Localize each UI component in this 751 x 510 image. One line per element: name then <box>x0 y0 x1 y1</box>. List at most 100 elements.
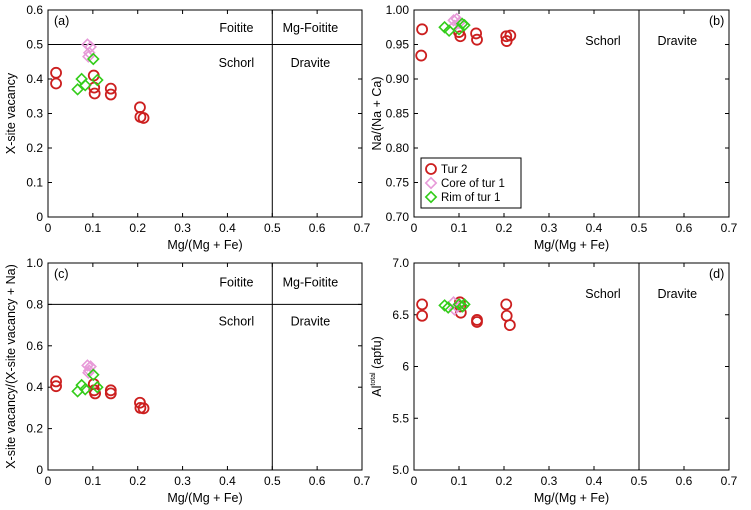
y-tick-label: 0.85 <box>386 107 410 121</box>
x-tick-label: 0.5 <box>631 474 648 488</box>
series-rim-of-tur-1 <box>71 368 104 398</box>
region-label-schorl: Schorl <box>219 56 254 70</box>
data-point <box>416 309 429 322</box>
x-tick-label: 0.6 <box>676 474 693 488</box>
data-point <box>441 301 455 314</box>
y-tick-label: 1.0 <box>26 256 43 270</box>
data-point <box>81 359 94 372</box>
panel-label: (d) <box>709 267 724 281</box>
data-point <box>415 49 428 62</box>
y-tick-label: 0.5 <box>26 38 43 52</box>
x-tick-label: 0.2 <box>129 474 146 488</box>
data-point <box>78 382 92 396</box>
data-point <box>50 77 62 90</box>
series-rim-of-tur-1 <box>438 17 471 38</box>
x-tick-label: 0.3 <box>541 474 558 488</box>
data-point <box>137 402 150 415</box>
y-tick-label: 0.4 <box>26 72 43 86</box>
data-point <box>137 112 150 124</box>
x-tick-label: 0.7 <box>721 221 738 235</box>
x-tick-label: 0.5 <box>264 221 281 235</box>
panel-b: 0 0.1 0.2 0.3 0.4 0.5 0.6 0.7 0.70 0.75 0.80 0.85 0.… <box>370 3 738 252</box>
legend-marker <box>425 163 437 175</box>
legend-marker <box>424 176 438 190</box>
region-label-dravite: Dravite <box>291 56 331 70</box>
data-point <box>91 73 104 87</box>
y-tick-label: 0.4 <box>26 380 43 394</box>
y-tick-label: 0.80 <box>386 141 410 155</box>
panel-c: 0 0.1 0.2 0.3 0.4 0.5 0.6 0.7 0 0.2 0.4 0.6 0.8 1.0 Fo… <box>4 256 371 505</box>
data-point <box>447 14 460 27</box>
x-tick-label: 0.2 <box>496 221 513 235</box>
legend-marker <box>424 190 438 204</box>
y-tick-label: 0.70 <box>386 210 410 224</box>
x-axis-title: Mg/(Mg + Fe) <box>167 238 242 252</box>
panel-label: (a) <box>54 14 69 28</box>
x-tick-label: 0.3 <box>174 474 191 488</box>
y-tick-label: 0.3 <box>26 107 43 121</box>
y-axis-title: Altotal (apfu) <box>370 336 384 397</box>
data-point <box>71 83 84 96</box>
data-point <box>50 66 62 79</box>
y-axis-title-rest: (apfu) <box>370 336 384 372</box>
y-tick-label: 5.0 <box>392 463 409 477</box>
data-point <box>50 380 62 393</box>
x-tick-label: 0.7 <box>354 221 371 235</box>
y-axis-title: X-site vacancy <box>4 72 18 154</box>
data-point <box>50 375 62 388</box>
y-tick-label: 0 <box>36 463 43 477</box>
region-label-foitite: Foitite <box>219 276 253 290</box>
data-point <box>452 298 466 311</box>
y-tick-label: 1.00 <box>386 3 410 17</box>
y-tick-label: 0.6 <box>26 3 43 17</box>
y-axis-title-sup: total <box>370 372 377 386</box>
region-label-dravite: Dravite <box>657 287 697 301</box>
data-point <box>454 30 467 43</box>
x-tick-label: 0.5 <box>264 474 281 488</box>
x-tick-label: 0.7 <box>721 474 738 488</box>
data-point <box>458 298 471 311</box>
panel-a: 0 0.1 0.2 0.3 0.4 0.5 0.6 0.7 0 0.1 0.2 0.3 0.4 0.5 0.… <box>4 3 371 252</box>
region-label-schorl: Schorl <box>219 314 254 328</box>
data-point <box>104 387 117 400</box>
panel-label: (b) <box>709 14 724 28</box>
x-tick-label: 0.7 <box>354 474 371 488</box>
data-point <box>88 87 101 100</box>
data-point <box>416 23 429 36</box>
plot-frame <box>47 262 363 471</box>
legend: Tur 2 Core of tur 1 Rim of tur 1 <box>420 157 522 209</box>
data-point <box>438 299 451 312</box>
x-axis-title: Mg/(Mg + Fe) <box>167 491 242 505</box>
series-tur-2 <box>50 66 150 124</box>
y-tick-label: 0.6 <box>26 339 43 353</box>
x-tick-label: 0.3 <box>541 221 558 235</box>
panel-d: 0 0.1 0.2 0.3 0.4 0.5 0.6 0.7 5.0 5.5 6 6.5 7.0 Schor… <box>370 256 738 505</box>
y-tick-label: 6.5 <box>392 308 409 322</box>
y-tick-label: 0 <box>36 210 43 224</box>
x-tick-label: 0.5 <box>631 221 648 235</box>
x-tick-label: 0.1 <box>85 221 102 235</box>
x-tick-label: 0.4 <box>586 221 603 235</box>
x-tick-label: 0.6 <box>309 474 326 488</box>
x-tick-label: 0 <box>45 221 52 235</box>
data-point <box>458 18 471 32</box>
y-tick-label: 0.75 <box>386 176 410 190</box>
series-tur-2 <box>415 23 517 62</box>
y-tick-label: 0.2 <box>26 141 43 155</box>
x-tick-label: 0.6 <box>676 221 693 235</box>
series-tur-2 <box>416 296 516 332</box>
x-tick-label: 0.1 <box>451 221 468 235</box>
y-tick-label: 7.0 <box>392 256 409 270</box>
data-point <box>470 27 483 40</box>
region-label-schorl: Schorl <box>585 287 620 301</box>
series-rim-of-tur-1 <box>71 52 104 96</box>
legend-label: Core of tur 1 <box>441 178 505 190</box>
y-tick-label: 0.8 <box>26 297 43 311</box>
x-axis-title: Mg/(Mg + Fe) <box>534 491 609 505</box>
y-tick-label: 0.90 <box>386 72 410 86</box>
y-axis-title-main: Al <box>370 386 384 397</box>
region-label-foitite: Foitite <box>219 21 253 35</box>
x-tick-label: 0 <box>411 474 418 488</box>
plot-frame <box>47 9 363 218</box>
y-tick-label: 0.2 <box>26 422 43 436</box>
